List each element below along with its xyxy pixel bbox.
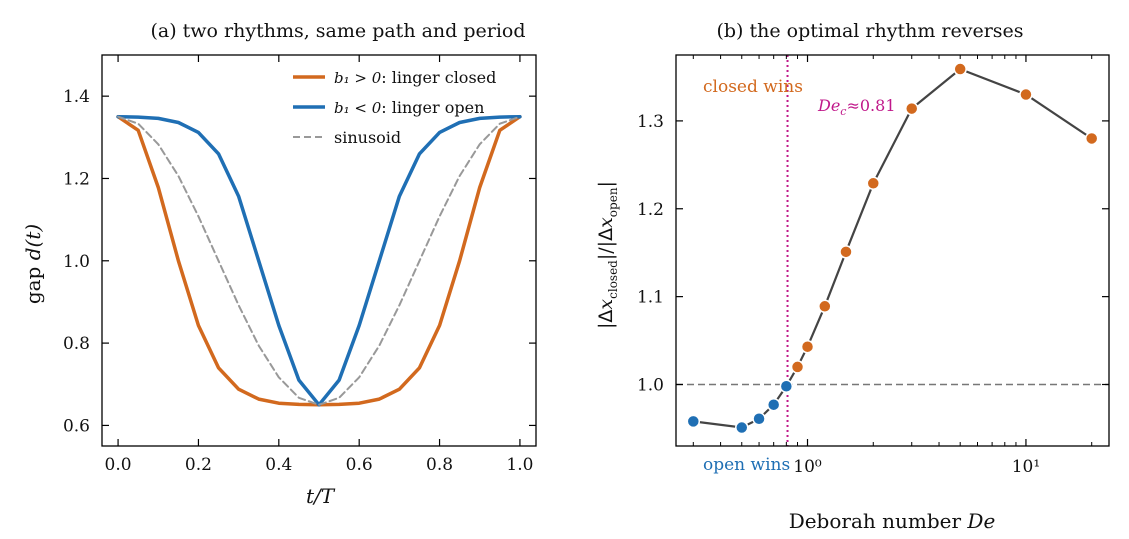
threshold-label-var: De [817, 96, 840, 115]
panel-a-y-axis-label: gap d(t) [21, 224, 45, 304]
panel-b-y-ticks: 1.0 1.1 1.2 1.3 [637, 112, 1109, 395]
x-tick-label: 0.0 [105, 455, 132, 475]
y-tick-label: 0.6 [63, 416, 90, 436]
data-point-closed [818, 299, 832, 314]
y-tick-label: 1.2 [63, 169, 90, 189]
data-point-closed [953, 62, 967, 76]
x-tick-label: 1.0 [506, 455, 533, 475]
panel-a-x-ticks: 0.0 0.2 0.4 0.6 0.8 1.0 [105, 55, 533, 475]
legend-math-linger-open: b₁ < 0 [334, 99, 382, 117]
x-tick-label: 0.2 [185, 455, 212, 475]
panel-b-y-axis-label: |Δxclosed|/|Δxopen| [595, 181, 620, 329]
x-tick-label: 0.4 [265, 455, 292, 475]
panel-a-legend: b₁ > 0: linger closed b₁ < 0: linger ope… [293, 68, 496, 147]
y-tick-label: 1.4 [63, 87, 90, 107]
legend-label-linger-closed: b₁ > 0: linger closed [334, 68, 496, 87]
panel-b-title: (b) the optimal rhythm reverses [716, 20, 1023, 42]
panel-a: (a) two rhythms, same path and period 0.… [21, 20, 537, 508]
threshold-label: Dec≈0.81 [817, 96, 896, 118]
annotation-closed-wins: closed wins [703, 77, 803, 97]
panel-b-x-ticks: 10⁰ 10¹ [692, 55, 1093, 477]
data-point-closed [839, 245, 853, 259]
panel-a-frame [101, 54, 537, 447]
panel-a-y-label-prefix: gap [21, 260, 45, 304]
legend-math-linger-closed: b₁ > 0 [334, 69, 382, 87]
series-line-linger-closed [116, 114, 522, 407]
panel-b-x-label-var: De [966, 509, 995, 533]
panel-b: (b) the optimal rhythm reverses 10⁰ 10¹ 1… [595, 20, 1110, 533]
data-point-closed [1084, 131, 1099, 146]
data-point-closed [800, 339, 815, 354]
panel-a-plot-area [116, 114, 522, 407]
data-point-open [752, 412, 766, 426]
x-tick-label: 10⁰ [793, 457, 822, 477]
panel-b-plot-area [676, 55, 1109, 446]
y-tick-label: 1.0 [63, 252, 90, 272]
panel-a-y-ticks: 0.6 0.8 1.0 1.2 1.4 [63, 87, 536, 436]
annotation-open-wins: open wins [703, 455, 790, 475]
panel-a-y-label-var: d(t) [21, 224, 45, 260]
y-tick-label: 1.0 [637, 375, 664, 395]
panel-a-x-axis-label: t/T [306, 484, 336, 508]
data-point-closed [790, 360, 805, 374]
panel-b-x-axis-label: Deborah number De [789, 509, 996, 533]
data-point-open [686, 414, 701, 429]
ratio-line [693, 67, 1093, 429]
panel-a-title: (a) two rhythms, same path and period [150, 20, 525, 42]
x-tick-label: 10¹ [1012, 457, 1040, 477]
y-tick-label: 1.3 [637, 112, 664, 132]
legend-label-linger-open: b₁ < 0: linger open [334, 98, 484, 117]
threshold-label-sub: c [840, 105, 846, 118]
data-point-closed [904, 101, 919, 116]
data-point-open [779, 379, 794, 394]
data-point-open [766, 397, 781, 412]
data-point-closed [1019, 87, 1033, 102]
data-point-open [735, 420, 749, 435]
legend-text-linger-closed: : linger closed [381, 68, 496, 87]
legend-label-sinusoid: sinusoid [334, 128, 401, 147]
y-tick-label: 1.2 [637, 200, 664, 220]
x-tick-label: 0.6 [346, 455, 373, 475]
panel-b-frame [675, 54, 1110, 447]
y-tick-label: 1.1 [637, 288, 664, 308]
threshold-label-value: ≈0.81 [846, 96, 895, 115]
legend-text-linger-open: : linger open [381, 98, 484, 117]
series-line-sinusoid [117, 115, 521, 406]
y-tick-label: 0.8 [63, 334, 90, 354]
data-point-closed [866, 176, 881, 191]
panel-b-x-label-text: Deborah number [789, 509, 968, 533]
x-tick-label: 0.8 [426, 455, 453, 475]
